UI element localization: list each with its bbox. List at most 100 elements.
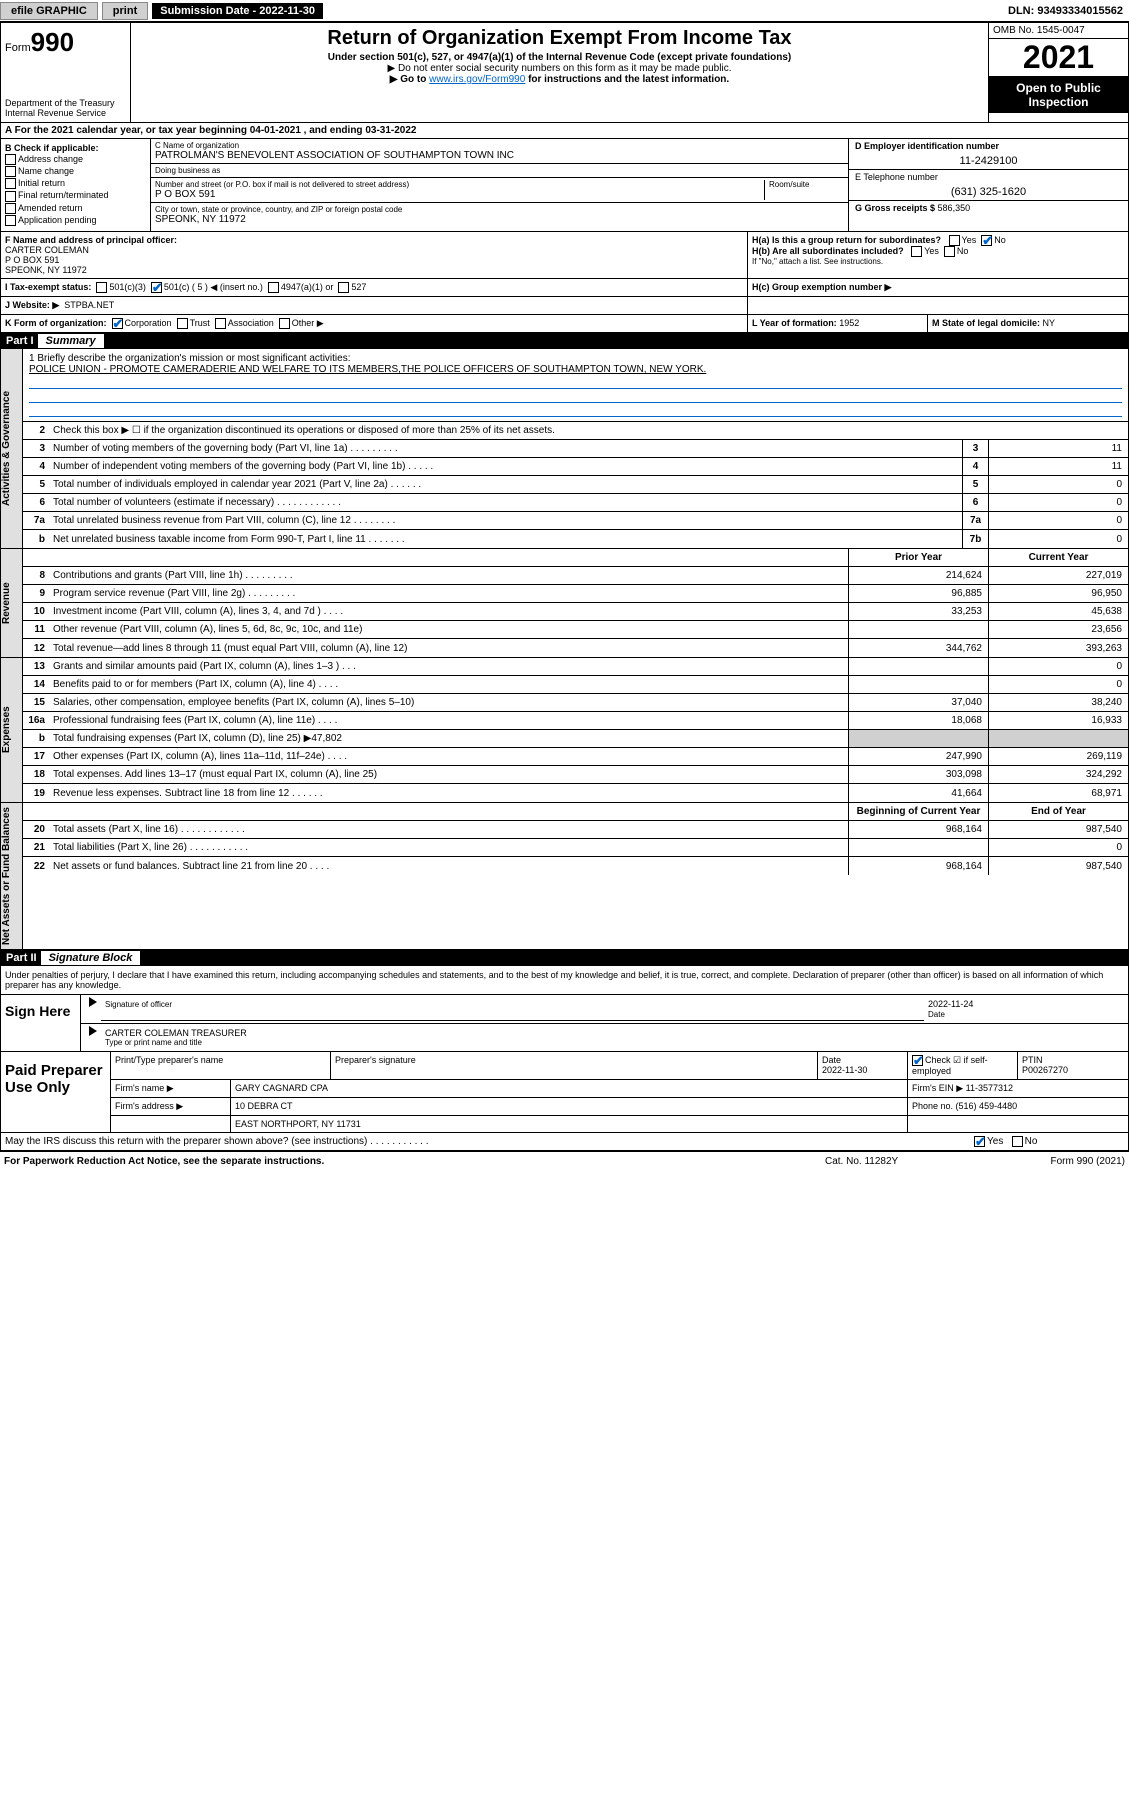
ptin: P00267270 <box>1022 1065 1068 1075</box>
org-info-block: B Check if applicable: Address change Na… <box>0 139 1129 232</box>
officer-name: CARTER COLEMAN <box>5 245 89 255</box>
preparer-name-hdr: Print/Type preparer's name <box>111 1052 331 1079</box>
form-number-box: Form990 Department of the Treasury Inter… <box>1 23 131 122</box>
form-org-label: K Form of organization: <box>5 318 107 328</box>
firm-phone-label: Phone no. <box>912 1101 956 1111</box>
firm-ein-label: Firm's EIN ▶ <box>912 1083 963 1093</box>
top-toolbar: efile GRAPHIC print Submission Date - 20… <box>0 0 1129 22</box>
tel-label: E Telephone number <box>855 172 938 182</box>
prior-year-header: Prior Year <box>848 549 988 566</box>
line-item: 21Total liabilities (Part X, line 26) . … <box>23 839 1128 857</box>
firm-name: GARY CAGNARD CPA <box>231 1080 908 1097</box>
print-name-label: Type or print name and title <box>105 1038 1120 1047</box>
end-year-header: End of Year <box>988 803 1128 820</box>
checkbox-amended[interactable] <box>5 203 16 214</box>
checkbox-ha-no[interactable] <box>981 235 992 246</box>
line-item: 19Revenue less expenses. Subtract line 1… <box>23 784 1128 802</box>
net-col-headers: Beginning of Current Year End of Year <box>23 803 1128 821</box>
form-subtitle-1: Under section 501(c), 527, or 4947(a)(1)… <box>135 52 984 63</box>
year-formation: 1952 <box>839 318 859 328</box>
officer-addr2: SPEONK, NY 11972 <box>5 265 87 275</box>
check-applicable-col: B Check if applicable: Address change Na… <box>1 139 151 231</box>
line-item: 10Investment income (Part VIII, column (… <box>23 603 1128 621</box>
tax-year-range: A For the 2021 calendar year, or tax yea… <box>0 123 1129 139</box>
print-button[interactable]: print <box>102 2 148 20</box>
checkbox-4947[interactable] <box>268 282 279 293</box>
line-item: 12Total revenue—add lines 8 through 11 (… <box>23 639 1128 657</box>
form-header: Form990 Department of the Treasury Inter… <box>0 22 1129 123</box>
checkbox-501c[interactable] <box>151 282 162 293</box>
public-inspection-badge: Open to Public Inspection <box>989 77 1128 113</box>
current-year-header: Current Year <box>988 549 1128 566</box>
line-item: 18Total expenses. Add lines 13–17 (must … <box>23 766 1128 784</box>
preparer-sig-hdr: Preparer's signature <box>331 1052 818 1079</box>
netassets-vlabel: Net Assets or Fund Balances <box>1 803 23 949</box>
paid-preparer-block: Paid Preparer Use Only Print/Type prepar… <box>0 1052 1129 1133</box>
checkbox-name-change[interactable] <box>5 166 16 177</box>
col-headers: Prior Year Current Year <box>23 549 1128 567</box>
officer-addr1: P O BOX 591 <box>5 255 59 265</box>
city-state-zip: SPEONK, NY 11972 <box>155 214 844 225</box>
irs-link[interactable]: www.irs.gov/Form990 <box>429 74 525 85</box>
line-item: 16aProfessional fundraising fees (Part I… <box>23 712 1128 730</box>
checkbox-discuss-yes[interactable] <box>974 1136 985 1147</box>
line-item: bNet unrelated business taxable income f… <box>23 530 1128 548</box>
ein-label: D Employer identification number <box>855 141 999 151</box>
checkbox-527[interactable] <box>338 282 349 293</box>
website-row: J Website: ▶ STPBA.NET <box>0 297 1129 315</box>
mission-block: 1 Briefly describe the organization's mi… <box>23 349 1128 422</box>
tax-year: 2021 <box>989 39 1128 77</box>
address: P O BOX 591 <box>155 189 764 200</box>
firm-name-label: Firm's name ▶ <box>111 1080 231 1097</box>
line-item: 17Other expenses (Part IX, column (A), l… <box>23 748 1128 766</box>
paid-preparer-label: Paid Preparer Use Only <box>1 1052 111 1132</box>
room-label: Room/suite <box>769 180 844 189</box>
revenue-section: Revenue Prior Year Current Year 8Contrib… <box>0 549 1129 658</box>
checkbox-501c3[interactable] <box>96 282 107 293</box>
triangle-icon <box>89 1026 97 1036</box>
gross-label: G Gross receipts $ <box>855 203 938 213</box>
ha-label: H(a) Is this a group return for subordin… <box>752 235 941 245</box>
checkbox-other[interactable] <box>279 318 290 329</box>
checkbox-assoc[interactable] <box>215 318 226 329</box>
part2-header: Part IISignature Block <box>0 950 1129 966</box>
checkbox-address-change[interactable] <box>5 154 16 165</box>
submission-date-label: Submission Date - 2022-11-30 <box>152 3 323 19</box>
sig-date: 2022-11-24 <box>928 999 973 1009</box>
form-subtitle-2: ▶ Do not enter social security numbers o… <box>135 63 984 74</box>
netassets-section: Net Assets or Fund Balances Beginning of… <box>0 803 1129 950</box>
expenses-section: Expenses 13Grants and similar amounts pa… <box>0 658 1129 803</box>
cat-no: Cat. No. 11282Y <box>825 1156 985 1167</box>
checkbox-trust[interactable] <box>177 318 188 329</box>
officer-print-name: CARTER COLEMAN TREASURER <box>105 1028 1120 1038</box>
hb-label: H(b) Are all subordinates included? <box>752 246 904 256</box>
line-item: 3Number of voting members of the governi… <box>23 440 1128 458</box>
hb-note: If "No," attach a list. See instructions… <box>752 257 1124 266</box>
tax-status-label: I Tax-exempt status: <box>5 282 91 292</box>
checkbox-ha-yes[interactable] <box>949 235 960 246</box>
checkbox-hb-yes[interactable] <box>911 246 922 257</box>
checkbox-hb-no[interactable] <box>944 246 955 257</box>
checkbox-corp[interactable] <box>112 318 123 329</box>
checkbox-initial-return[interactable] <box>5 178 16 189</box>
checkbox-self-employed[interactable] <box>912 1055 923 1066</box>
checkbox-app-pending[interactable] <box>5 215 16 226</box>
line-item: 22Net assets or fund balances. Subtract … <box>23 857 1128 875</box>
prep-date: 2022-11-30 <box>822 1065 867 1075</box>
dln: DLN: 93493334015562 <box>1008 5 1129 17</box>
efile-button[interactable]: efile GRAPHIC <box>0 2 98 20</box>
line-item: 5Total number of individuals employed in… <box>23 476 1128 494</box>
checkbox-discuss-no[interactable] <box>1012 1136 1023 1147</box>
sig-date-label: Date <box>928 1010 945 1019</box>
website: STPBA.NET <box>64 300 114 310</box>
form-ref: Form 990 (2021) <box>985 1156 1125 1167</box>
firm-ein: 11-3577312 <box>966 1083 1013 1093</box>
form-org-row: K Form of organization: Corporation Trus… <box>0 315 1129 333</box>
firm-addr1: 10 DEBRA CT <box>235 1101 293 1111</box>
ein: 11-2429100 <box>855 155 1122 167</box>
checkbox-final-return[interactable] <box>5 191 16 202</box>
firm-addr-label: Firm's address ▶ <box>111 1098 231 1115</box>
city-label: City or town, state or province, country… <box>155 205 844 214</box>
hc-label: H(c) Group exemption number ▶ <box>752 282 891 292</box>
sign-here-block: Sign Here Signature of officer 2022-11-2… <box>0 995 1129 1052</box>
